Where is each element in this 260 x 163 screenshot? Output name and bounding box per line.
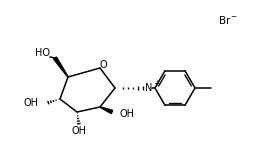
Text: OH: OH [120, 109, 135, 119]
Text: OH: OH [72, 126, 87, 136]
Polygon shape [54, 57, 68, 77]
Polygon shape [100, 107, 113, 114]
Text: N: N [145, 83, 153, 93]
Text: +: + [153, 80, 159, 89]
Text: HO: HO [35, 48, 49, 58]
Text: O: O [99, 60, 107, 70]
Text: OH: OH [23, 98, 38, 108]
Text: Br$^-$: Br$^-$ [218, 14, 238, 26]
